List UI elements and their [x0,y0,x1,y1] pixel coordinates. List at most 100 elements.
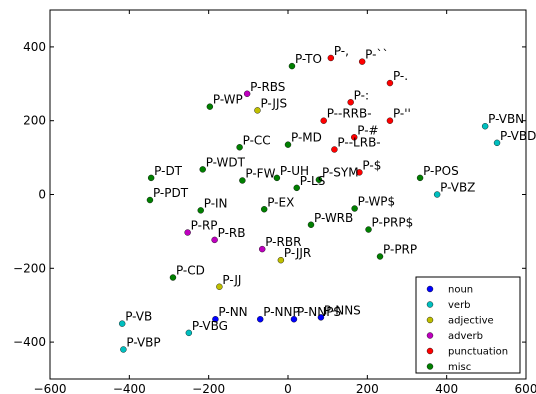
point-verb [493,139,501,147]
point-adjective [277,256,285,264]
legend-label: adjective [448,316,494,327]
legend-marker [426,363,434,370]
point-label: P-RBS [250,80,285,94]
point-label: P-$ [362,158,381,172]
point-label: P-PDT [153,186,189,200]
point-misc [146,196,154,204]
point-label: P-`` [365,48,388,62]
point-label: P-: [354,88,369,102]
point-label: P-LS [300,174,326,188]
point-label: P-VBZ [440,181,475,195]
point-punctuation [331,146,338,153]
y-tick-label: 200 [23,114,46,128]
point-label: P-JJ [222,273,241,287]
axis-ticks [49,10,527,379]
y-tick-label: −400 [13,335,46,349]
point-misc [293,184,300,192]
point-label: P-DT [154,164,183,178]
legend-label: adverb [448,331,483,342]
point-adverb [243,90,251,97]
point-label: P-. [393,69,408,83]
point-verb [185,329,193,337]
point-punctuation [386,117,394,124]
point-misc [365,226,372,233]
point-noun [212,316,219,323]
axis-tick-labels: −600 −400 −200 0 200 400 600 −400 −200 0 200 400 [13,40,536,394]
point-misc [239,177,246,184]
point-label: P-CD [176,264,205,278]
legend-marker [426,332,434,339]
x-tick-label: 200 [356,382,379,394]
point-punctuation [347,99,354,106]
y-tick-label: −200 [13,261,46,275]
point-misc [288,62,296,70]
point-punctuation [386,79,394,87]
point-punctuation [320,117,327,124]
point-misc [307,221,315,228]
point-labels: P-NN P-NNPP-NNPSP-NNSP-VBNP-VBDP-VBZP-VBP… [125,44,536,350]
point-label: P-IN [204,196,228,210]
point-label: P--RRB- [327,107,372,121]
point-label: P-PRP [383,242,417,256]
point-label: P-WP [213,93,243,107]
point-misc [147,174,155,182]
point-misc [376,253,384,260]
point-label: P-WDT [206,155,246,169]
point-label: P-NNP [263,305,300,319]
point-verb [118,320,126,327]
x-tick-label: 0 [284,382,292,394]
point-misc [206,103,214,110]
point-misc [351,205,358,212]
point-label: P-NN [218,305,247,319]
point-label: P-POS [423,164,459,178]
point-misc [273,174,281,182]
point-noun [257,316,264,323]
x-tick-label: 400 [435,382,458,394]
legend-box [415,276,521,374]
point-label: P-NNPS [297,305,341,319]
point-misc [315,176,323,183]
point-punctuation [356,169,363,176]
point-label: P-RP [191,219,218,233]
x-tick-label: −200 [192,382,225,394]
point-label: P-, [334,44,349,58]
point-adverb [259,245,266,253]
legend: noun verb adjective adverb punctuation misc [415,276,521,374]
point-label: P-FW [245,166,275,180]
x-tick-label: 600 [515,382,536,394]
point-misc [197,207,204,214]
point-misc [236,144,243,151]
point-label: P-MD [291,131,322,145]
legend-label: punctuation [448,347,508,358]
legend-marker [426,316,434,324]
point-noun [317,314,325,321]
point-label: P-EX [267,195,294,209]
legend-marker [426,285,434,293]
points-layer [118,54,501,353]
point-noun [290,316,298,323]
point-punctuation [358,58,366,65]
point-punctuation [327,54,335,62]
y-tick-label: 0 [38,188,46,202]
point-label: P-'' [393,107,411,121]
point-label: P-# [357,123,378,137]
point-label: P-VB [125,310,152,324]
point-adverb [211,236,218,244]
legend-label: misc [448,362,471,373]
point-adjective [216,283,223,290]
point-label: P-VBG [192,319,228,333]
point-label: P-NNS [324,303,361,317]
point-label: P-TO [295,52,322,66]
point-label: P-JJS [260,96,287,110]
point-verb [120,346,127,353]
point-label: P-WP$ [358,195,396,209]
point-verb [433,191,441,198]
point-punctuation [351,134,358,141]
x-tick-label: −600 [34,382,67,394]
legend-marker [426,347,434,355]
point-label: P-PRP$ [372,216,414,230]
point-adverb [184,229,191,236]
point-misc [199,166,206,173]
point-label: P-UH [280,164,309,178]
